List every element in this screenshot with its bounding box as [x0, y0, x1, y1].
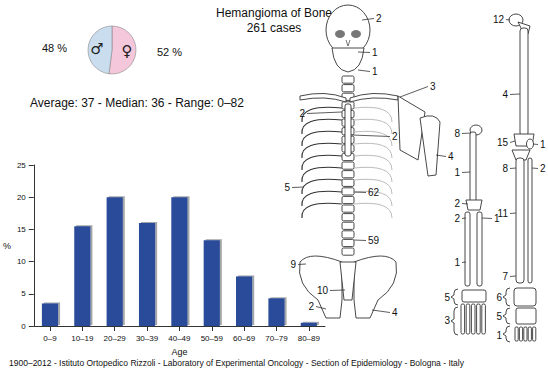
svg-text:Hemangioma of Bone: Hemangioma of Bone [216, 6, 332, 20]
svg-text:261 cases: 261 cases [247, 21, 302, 35]
svg-text:1: 1 [454, 257, 460, 268]
svg-text:7: 7 [502, 271, 508, 282]
svg-text:8: 8 [502, 163, 508, 174]
svg-text:1: 1 [372, 47, 378, 58]
svg-text:3: 3 [430, 81, 436, 92]
svg-text:15: 15 [497, 137, 509, 148]
svg-text:1: 1 [540, 139, 546, 150]
svg-text:2: 2 [392, 131, 398, 142]
svg-text:0–9: 0–9 [43, 334, 57, 343]
svg-text:10–19: 10–19 [71, 334, 94, 343]
svg-text:4: 4 [448, 151, 454, 162]
svg-text:9: 9 [290, 259, 296, 270]
svg-text:48 %: 48 % [42, 42, 67, 54]
svg-text:♀: ♀ [121, 42, 132, 60]
svg-text:10: 10 [17, 257, 26, 266]
svg-text:62: 62 [368, 187, 380, 198]
svg-text:8: 8 [454, 128, 460, 139]
svg-text:4: 4 [392, 307, 398, 318]
svg-text:60–69: 60–69 [233, 334, 256, 343]
svg-text:♂: ♂ [90, 40, 103, 58]
svg-text:52 %: 52 % [157, 46, 182, 58]
svg-text:80–89: 80–89 [298, 334, 321, 343]
svg-text:2: 2 [454, 213, 460, 224]
svg-text:2: 2 [376, 13, 382, 24]
svg-text:15: 15 [17, 225, 26, 234]
svg-text:2: 2 [308, 301, 314, 312]
svg-text:10: 10 [317, 285, 329, 296]
svg-text:20: 20 [17, 193, 26, 202]
svg-text:Average: 37 - Median: 36 - Ran: Average: 37 - Median: 36 - Range: 0–82 [30, 96, 244, 110]
svg-text:5: 5 [496, 311, 502, 322]
svg-text:1: 1 [494, 213, 500, 224]
svg-text:%: % [3, 241, 11, 251]
svg-text:59: 59 [368, 235, 380, 246]
svg-text:20–29: 20–29 [104, 334, 127, 343]
svg-text:11: 11 [498, 208, 509, 219]
svg-text:1: 1 [496, 330, 502, 341]
svg-text:70–79: 70–79 [265, 334, 288, 343]
svg-text:3: 3 [444, 315, 450, 326]
svg-text:30–39: 30–39 [136, 334, 159, 343]
svg-text:Age: Age [171, 347, 187, 357]
svg-text:0: 0 [21, 322, 26, 331]
svg-text:1: 1 [372, 66, 378, 77]
svg-text:50–59: 50–59 [201, 334, 224, 343]
svg-text:5: 5 [284, 182, 290, 193]
svg-text:4: 4 [502, 89, 508, 100]
svg-text:2: 2 [540, 163, 546, 174]
svg-text:5: 5 [21, 289, 26, 298]
svg-text:6: 6 [496, 292, 502, 303]
svg-text:2: 2 [454, 198, 460, 209]
svg-text:5: 5 [444, 292, 450, 303]
svg-text:25: 25 [17, 161, 26, 170]
svg-text:12: 12 [493, 14, 505, 25]
svg-text:2: 2 [299, 108, 305, 119]
svg-text:1: 1 [454, 167, 460, 178]
svg-text:40–49: 40–49 [168, 334, 191, 343]
svg-text:1900–2012 - Istituto Ortopedic: 1900–2012 - Istituto Ortopedico Rizzoli … [9, 358, 465, 368]
